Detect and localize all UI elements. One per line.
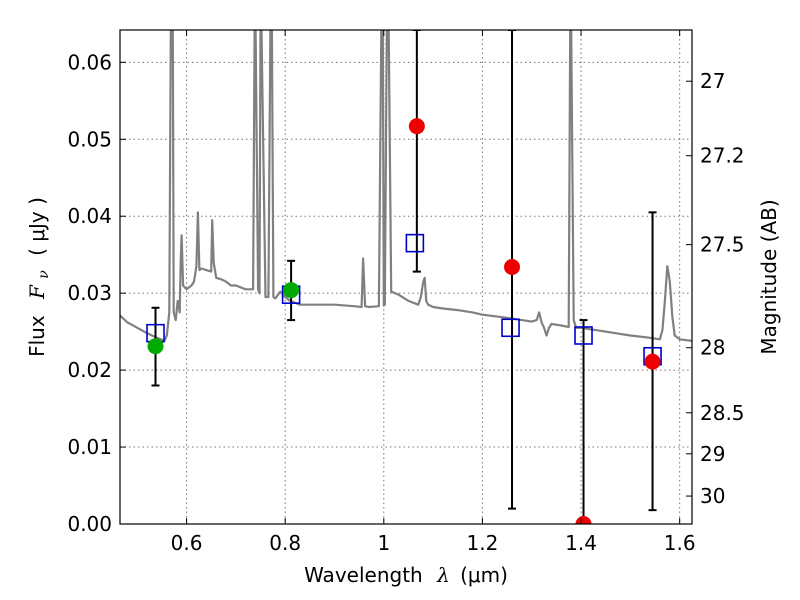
- y2-tick-label: 28: [700, 336, 725, 360]
- y-tick-label: 0.01: [67, 435, 112, 459]
- nondetection-point: [504, 258, 521, 275]
- x-axis-label-unit: (μm): [460, 563, 508, 587]
- nondetection-point: [644, 353, 661, 370]
- y-axis-label-text: Flux: [25, 315, 49, 357]
- y-tick-label: 0.06: [67, 50, 112, 74]
- y-tick-label: 0.05: [67, 127, 112, 151]
- x-tick-label: 0.6: [171, 531, 203, 555]
- y-tick-label: 0.03: [67, 281, 112, 305]
- x-tick-label: 1: [377, 531, 390, 555]
- x-tick-label: 0.8: [269, 531, 301, 555]
- y-axis-label-unit: ( μJy ): [25, 197, 49, 256]
- y2-tick-label: 30: [700, 484, 725, 508]
- x-axis-label-text: Wavelength: [304, 563, 423, 587]
- y2-axis-label: Magnitude (AB): [757, 199, 781, 354]
- y2-tick-label: 29: [700, 442, 725, 466]
- y2-tick-label: 28.5: [700, 401, 745, 425]
- y-tick-label: 0.00: [67, 512, 112, 536]
- template-spectrum-line: [120, 30, 692, 342]
- detection-point: [147, 338, 164, 355]
- model-point-square: [405, 233, 425, 253]
- plot-area: [120, 30, 692, 524]
- y-axis-label: Flux F ν ( μJy ): [25, 197, 53, 357]
- y-tick-label: 0.04: [67, 204, 112, 228]
- y2-tick-label: 27: [700, 69, 725, 93]
- y2-tick-label: 27.2: [700, 144, 745, 168]
- detection-point: [283, 282, 300, 299]
- nondetection-point: [575, 516, 592, 524]
- y-tick-label: 0.02: [67, 358, 112, 382]
- x-tick-label: 1.4: [565, 531, 597, 555]
- y-axis-label-subscript: ν: [36, 270, 52, 279]
- grid-lines: [120, 30, 692, 525]
- x-axis-label: Wavelength λ (μm): [304, 563, 508, 587]
- y2-tick-label: 27.5: [700, 233, 745, 257]
- y-axis-label-symbol: F: [25, 284, 49, 300]
- x-tick-label: 1.2: [467, 531, 499, 555]
- axes: 0.6 0.8 1 1.2 1.4 1.6 0.00 0.01 0.02 0.03 0.04 0.05…: [67, 30, 745, 555]
- x-axis-label-symbol: λ: [436, 563, 450, 587]
- model-point-square: [501, 318, 520, 338]
- model-point-square: [574, 326, 593, 345]
- nondetection-point: [408, 118, 425, 135]
- plot-frame: [119, 29, 693, 525]
- x-tick-label: 1.6: [664, 531, 696, 555]
